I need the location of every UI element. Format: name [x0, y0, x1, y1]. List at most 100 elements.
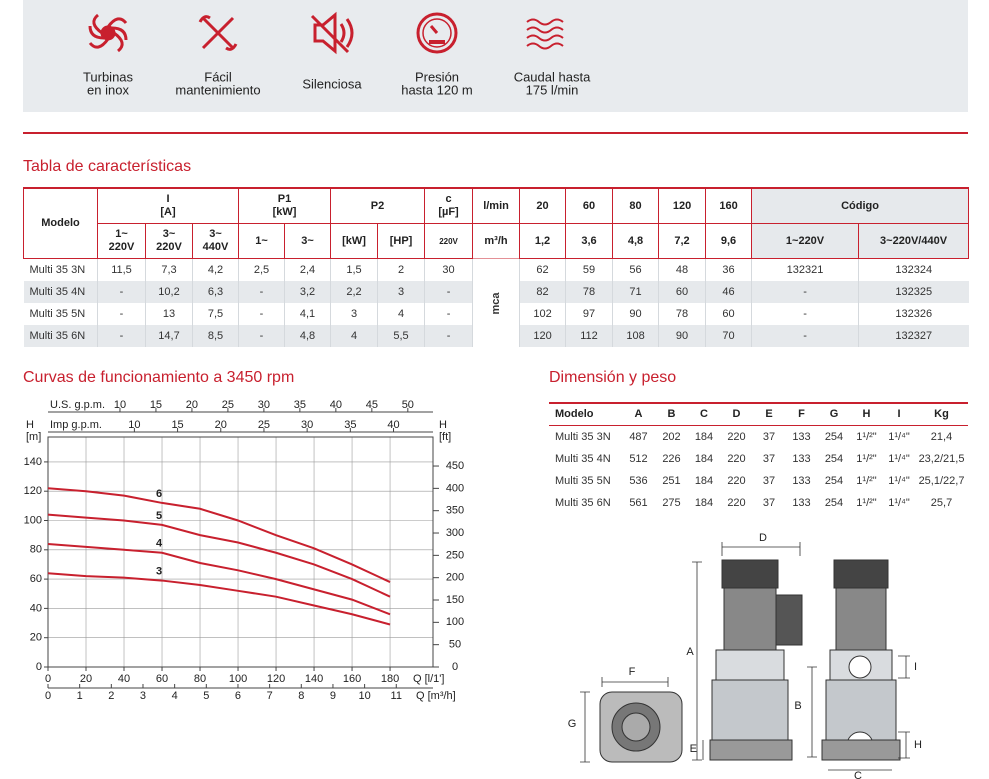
cell-text: 30	[442, 263, 455, 276]
cell-text: 3~	[209, 228, 222, 240]
table-cell: 220	[720, 492, 753, 514]
cell-text: 13	[162, 307, 176, 320]
cell-text: 11,5	[111, 263, 132, 276]
cell-text: Multi 35 5N	[555, 474, 611, 487]
cell-text: 60	[675, 285, 689, 298]
cell-text: 25,1/22,7	[918, 474, 965, 487]
cell-text: 60	[582, 199, 596, 212]
table-cell: 220	[720, 426, 753, 449]
cell-text: 1~	[255, 234, 268, 247]
cell-text: F	[798, 408, 805, 420]
table-cell: -	[238, 303, 285, 325]
table-cell: 25,7	[915, 492, 968, 514]
table-cell: 1¹/²"	[850, 470, 883, 492]
dimension-table: Modelo A B C D E F G H I Kg Multi 35 3N 487 202 184 220…	[549, 402, 968, 514]
cell-text: 2,5	[253, 263, 270, 276]
model-cell: Multi 35 5N	[24, 303, 98, 325]
cell-text: -	[119, 307, 124, 320]
header-cell: F	[785, 403, 818, 426]
cell-text: 3	[350, 307, 358, 320]
cell-text: 23,2/21,5	[918, 452, 965, 465]
header-cell: 3~ 440V	[191, 223, 240, 259]
table-cell: 4,8	[284, 325, 331, 347]
table-row: Multi 35 6N 561 275 184 220 37 133 254 1¹/²" 1¹/⁴…	[549, 492, 968, 514]
cell-text: 3,6	[581, 234, 597, 247]
cell-text: 120	[533, 329, 552, 342]
y-tick-label: 120	[24, 485, 42, 497]
header-row: Modelo A B C D E F G H I Kg	[549, 403, 968, 426]
cell-text: 1~220V	[785, 234, 825, 247]
tick-label: 40	[330, 399, 342, 411]
tick-label: 45	[366, 399, 378, 411]
header-cell: 4,8	[612, 223, 660, 259]
table-cell: 3	[377, 281, 425, 303]
cell-text: c	[445, 193, 452, 205]
cell-text: 37	[762, 474, 776, 487]
feature-label: Turbinas	[83, 69, 134, 84]
table-cell: 46	[705, 281, 752, 303]
tick-label: 11	[391, 690, 402, 702]
dim-label: C	[854, 770, 862, 779]
table-cell: 112	[565, 325, 613, 347]
tick-label: 6	[235, 690, 241, 702]
table-cell: 132327	[858, 325, 969, 347]
table-cell: 102	[519, 303, 566, 325]
cell-text: 254	[824, 452, 844, 465]
table-row: Multi 35 4N - 10,2 6,3 - 3,2 2,2 3 - 82 78 71 60 46 - 1…	[23, 281, 969, 303]
header-cell: 3~	[284, 223, 332, 259]
cell-text: 78	[582, 285, 596, 298]
cell-text: Multi 35 3N	[555, 430, 611, 443]
cell-text: 220V	[156, 241, 182, 253]
section-title: Tabla de características	[23, 158, 191, 175]
cell-text: 132326	[895, 307, 933, 320]
dim-label: G	[568, 718, 577, 730]
tick-label: 1	[77, 690, 83, 702]
cell-text: 37	[762, 430, 776, 443]
table-cell: 2,5	[238, 258, 285, 281]
cell-text: 254	[824, 474, 844, 487]
cell-text: 1¹/⁴"	[888, 452, 910, 465]
cell-text: -	[803, 285, 807, 298]
model-cell: Multi 35 4N	[23, 281, 98, 303]
table-cell: 220	[720, 470, 753, 492]
table-cell: 23,2/21,5	[915, 448, 968, 470]
cell-text: [kW]	[272, 206, 297, 218]
header-cell: 3,6	[565, 223, 614, 259]
y-tick-label: 60	[30, 573, 42, 585]
table-cell: 4,2	[191, 258, 239, 281]
table-cell: 133	[785, 470, 818, 492]
y2-tick-label: 100	[446, 616, 464, 628]
table-cell: 1¹/²"	[850, 492, 883, 514]
axis-label: Q [m³/h]	[416, 690, 456, 702]
cell-text: P2	[370, 199, 385, 212]
cell-text: G	[829, 408, 839, 420]
cell-text: 9,6	[720, 234, 737, 247]
cell-text: 132325	[895, 285, 933, 298]
table-cell: 226	[655, 448, 688, 470]
tick-label: 3	[140, 690, 146, 702]
header-cell: 3~ 220V	[145, 223, 193, 259]
tick-label: 20	[215, 419, 227, 431]
cell-text: 25,7	[930, 496, 953, 509]
cell-text: 56	[629, 263, 642, 276]
table-cell: 202	[655, 426, 688, 449]
table-cell: 30	[424, 258, 473, 281]
table-cell: Multi 35 5N	[549, 470, 622, 492]
dim-label: E	[690, 743, 697, 755]
table-cell: -	[424, 281, 473, 303]
cell-text: l/min	[483, 199, 509, 212]
table-cell: 4,1	[284, 303, 331, 325]
table-cell: -	[424, 303, 473, 325]
cell-text: -	[259, 307, 264, 320]
header-cell: Código	[751, 187, 970, 224]
cell-text: 512	[629, 452, 648, 465]
y2-tick-label: 250	[446, 549, 464, 561]
table-cell: 10,2	[145, 281, 193, 303]
cell-text: 102	[533, 307, 552, 320]
x-tick-label: 80	[194, 673, 206, 685]
cell-text: 4,1	[299, 307, 316, 320]
header-row: Modelo I [A] P1 [kW] P2 c [µF] l/min 20 60 80 120 160…	[23, 187, 970, 259]
table-cell: 512	[622, 448, 655, 470]
table-cell: 275	[655, 492, 688, 514]
tick-label: 0	[45, 690, 51, 702]
